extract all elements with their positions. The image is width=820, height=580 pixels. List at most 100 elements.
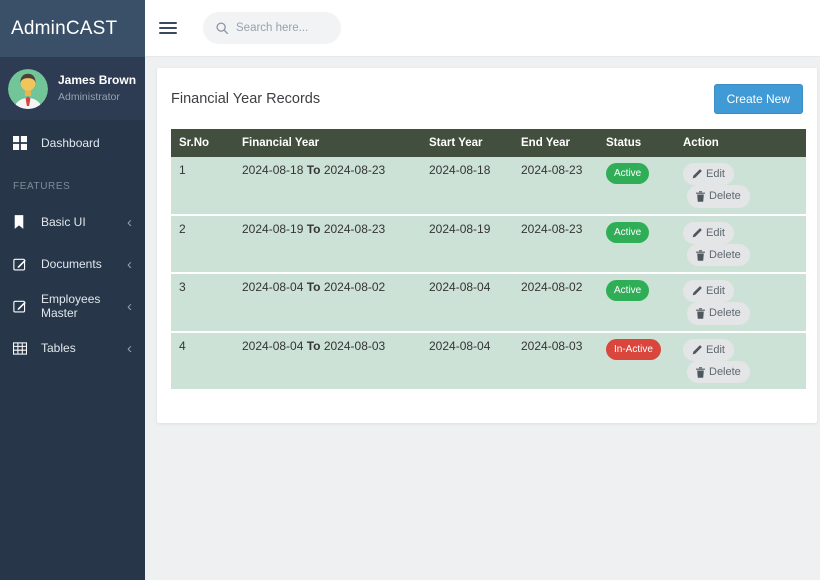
status-badge: Active [606, 280, 650, 302]
cell-end-year: 2024-08-23 [513, 157, 598, 215]
column-header-financial-year: Financial Year [234, 129, 421, 157]
user-info: James Brown Administrator [58, 72, 137, 104]
status-badge: Active [606, 163, 650, 184]
cell-sr-no: 3 [171, 272, 234, 332]
sidebar-item-employees-master[interactable]: Employees Master ‹ [0, 285, 145, 327]
table-row: 2 2024-08-19 To 2024-08-23 2024-08-19 2024-… [171, 213, 806, 274]
cell-status: Active [598, 213, 675, 274]
cell-start-year: 2024-08-04 [421, 272, 513, 332]
chevron-left-icon: ‹ [127, 213, 132, 231]
delete-button-label: Delete [709, 248, 741, 261]
edit-button-label: Edit [706, 168, 725, 180]
trash-icon [696, 249, 705, 261]
cell-start-year: 2024-08-18 [421, 157, 513, 215]
cell-sr-no: 4 [171, 330, 234, 390]
sidebar: AdminCAST James Brown Administrator Dash… [0, 0, 145, 580]
cell-financial-year: 2024-08-19 To 2024-08-23 [234, 213, 421, 274]
column-header-sr-no: Sr.No [171, 129, 234, 157]
app-logo[interactable]: AdminCAST [0, 0, 145, 57]
user-role: Administrator [58, 91, 120, 104]
cell-sr-no: 1 [171, 157, 234, 215]
features-section-label: FEATURES [13, 181, 71, 192]
pencil-icon [692, 286, 702, 296]
trash-icon [696, 308, 705, 319]
sidebar-item-label: Dashboard [41, 136, 100, 150]
column-header-start-year: Start Year [421, 129, 513, 157]
sidebar-item-label: Tables [41, 341, 76, 355]
sidebar-item-basic-ui[interactable]: Basic UI ‹ [0, 201, 145, 243]
column-header-status: Status [598, 129, 675, 157]
cell-start-year: 2024-08-19 [421, 213, 513, 274]
cell-sr-no: 2 [171, 213, 234, 274]
column-header-action: Action [675, 129, 806, 157]
edit-button-label: Edit [706, 343, 725, 356]
status-badge: Active [606, 221, 650, 243]
cell-action: Edit Delete [675, 272, 806, 332]
bookmark-icon [13, 215, 29, 229]
delete-button-label: Delete [709, 366, 741, 379]
pencil-icon [692, 169, 702, 179]
cell-end-year: 2024-08-23 [513, 213, 598, 274]
edit-button[interactable]: Edit [683, 338, 734, 362]
cell-action: Edit Delete [675, 213, 806, 274]
cell-financial-year: 2024-08-04 To 2024-08-03 [234, 330, 421, 390]
person-avatar-icon [8, 68, 48, 109]
user-name: James Brown [58, 72, 137, 87]
cell-end-year: 2024-08-03 [513, 330, 598, 390]
cell-status: In-Active [598, 330, 675, 390]
column-header-end-year: End Year [513, 129, 598, 157]
user-profile[interactable]: James Brown Administrator [0, 57, 145, 120]
cell-action: Edit Delete [675, 157, 806, 215]
create-new-button[interactable]: Create New [713, 84, 803, 114]
search-input[interactable] [203, 12, 341, 44]
cell-financial-year: 2024-08-18 To 2024-08-23 [234, 157, 421, 215]
chevron-left-icon: ‹ [127, 255, 132, 273]
delete-button-label: Delete [709, 307, 741, 320]
chevron-left-icon: ‹ [127, 339, 132, 357]
cell-status: Active [598, 157, 675, 215]
delete-button[interactable]: Delete [687, 243, 750, 267]
edit-square-icon [13, 257, 29, 271]
delete-button[interactable]: Delete [687, 361, 750, 384]
table-row: 3 2024-08-04 To 2024-08-02 2024-08-04 2024-… [171, 272, 806, 332]
delete-button-label: Delete [709, 190, 741, 203]
grid-icon [13, 136, 29, 150]
cell-start-year: 2024-08-04 [421, 330, 513, 390]
main-content: Financial Year Records Create New Sr.No F… [145, 57, 820, 580]
chevron-left-icon: ‹ [127, 297, 132, 315]
edit-button[interactable]: Edit [683, 163, 734, 186]
edit-button-label: Edit [706, 226, 725, 239]
status-badge: In-Active [606, 338, 661, 360]
pencil-icon [692, 345, 702, 355]
sidebar-nav: Dashboard FEATURES Basic UI ‹ Documents ‹ Em… [0, 120, 145, 369]
search-box [203, 12, 341, 44]
avatar [8, 68, 48, 109]
hamburger-icon[interactable] [159, 18, 177, 38]
table-row: 4 2024-08-04 To 2024-08-03 2024-08-04 2024-… [171, 330, 806, 390]
sidebar-item-tables[interactable]: Tables ‹ [0, 327, 145, 369]
pencil-icon [692, 228, 702, 238]
edit-square-icon [13, 299, 29, 313]
sidebar-item-label: Basic UI [41, 215, 86, 229]
trash-icon [696, 366, 705, 378]
edit-button-label: Edit [706, 285, 725, 298]
cell-action: Edit Delete [675, 330, 806, 390]
delete-button[interactable]: Delete [687, 302, 750, 325]
table-header-row: Sr.No Financial Year Start Year End Year Sta… [171, 129, 806, 157]
table-row: 1 2024-08-18 To 2024-08-23 2024-08-18 2024-… [171, 157, 806, 215]
sidebar-item-dashboard[interactable]: Dashboard [0, 122, 145, 164]
topbar [145, 0, 820, 57]
sidebar-item-label: Employees Master [41, 292, 101, 320]
cell-financial-year: 2024-08-04 To 2024-08-02 [234, 272, 421, 332]
trash-icon [696, 191, 705, 202]
edit-button[interactable]: Edit [683, 221, 734, 244]
cell-end-year: 2024-08-02 [513, 272, 598, 332]
cell-status: Active [598, 272, 675, 332]
sidebar-item-documents[interactable]: Documents ‹ [0, 243, 145, 285]
edit-button[interactable]: Edit [683, 280, 734, 303]
delete-button[interactable]: Delete [687, 185, 750, 208]
card-header: Financial Year Records Create New [171, 68, 803, 129]
sidebar-item-label: Documents [41, 257, 102, 271]
financial-year-table: Sr.No Financial Year Start Year End Year Sta… [171, 129, 806, 390]
table-icon [13, 341, 29, 355]
